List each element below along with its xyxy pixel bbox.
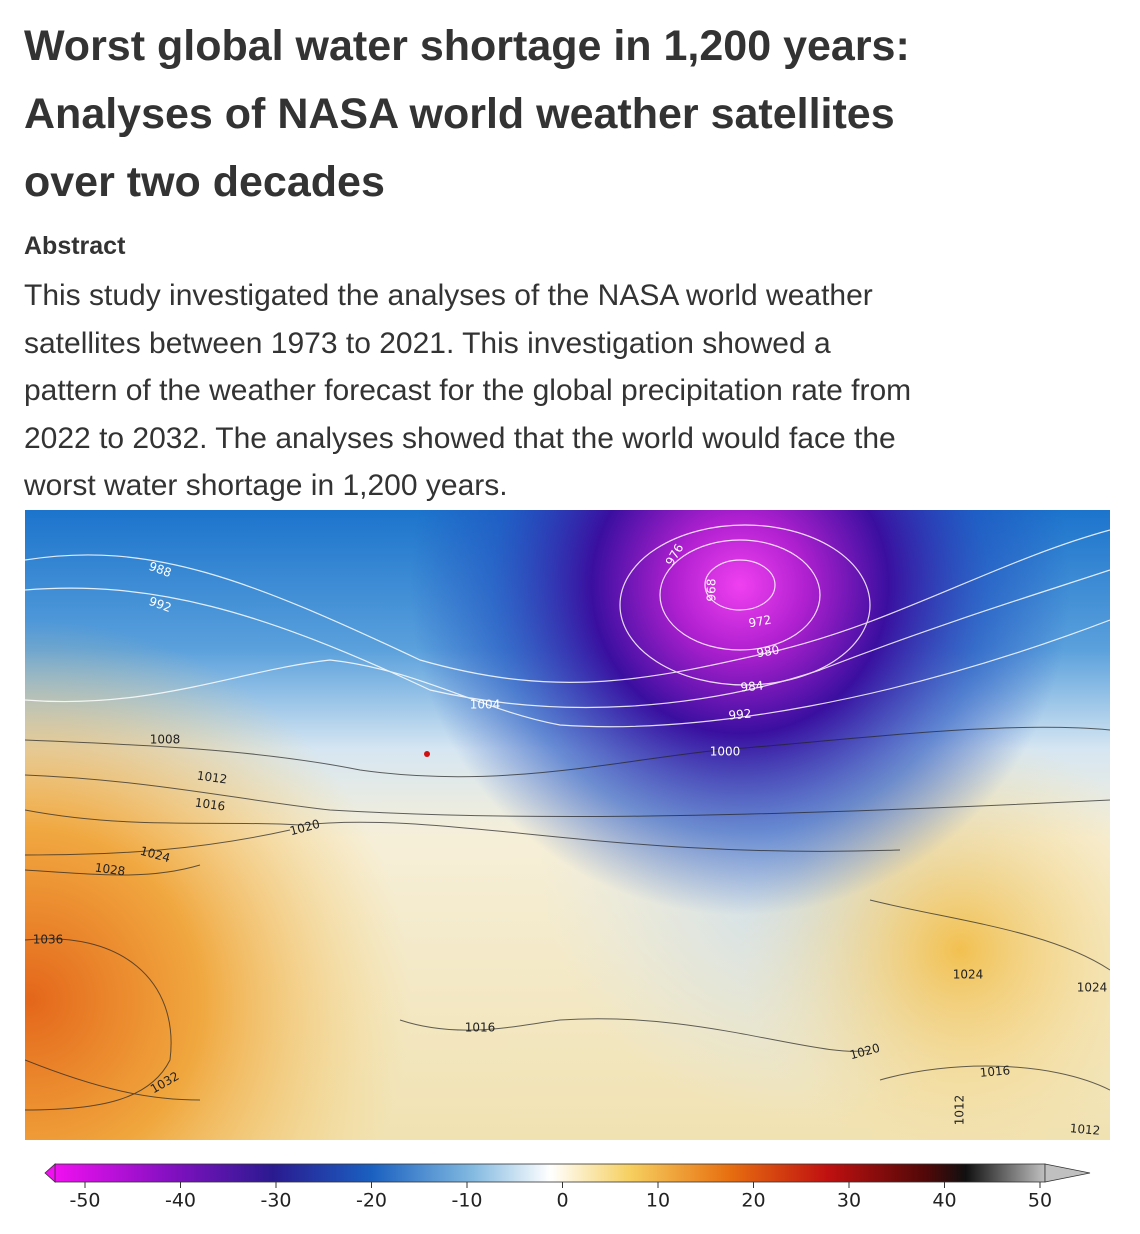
colorbar-min-arrow: [44, 1163, 56, 1183]
colorbar-ticks: -50 -40 -30 -20 -10 0 10 20 30 40 50: [69, 1182, 1052, 1212]
colorbar-tick-label: 20: [741, 1190, 765, 1212]
colorbar-max-arrow: [1044, 1163, 1091, 1183]
colorbar: [54, 1163, 1046, 1183]
colorbar-tick-label: -30: [260, 1190, 291, 1212]
title-line: over two decades: [24, 158, 385, 206]
abstract-line: satellites between 1973 to 2021. This in…: [24, 326, 831, 360]
isobar-label: 1024: [953, 968, 984, 982]
map-figure: 9889921008101210161020102410281036103210…: [25, 510, 1110, 1212]
colorbar-tick-label: -50: [69, 1190, 100, 1212]
isobar-label: 1004: [470, 698, 501, 712]
map-field: [25, 510, 1110, 1140]
isobar-label: 972: [747, 613, 772, 631]
colorbar-tick-label: 30: [837, 1190, 861, 1212]
isobar-label: 968: [705, 579, 719, 602]
abstract-line: pattern of the weather forecast for the …: [24, 374, 912, 407]
isobar-label: 1016: [979, 1063, 1011, 1080]
colorbar-tick-label: 10: [646, 1190, 670, 1212]
colorbar-tick-label: 40: [932, 1190, 956, 1212]
abstract-body: This study investigated the analyses of …: [24, 272, 911, 510]
title-line: Worst global water shortage in 1,200 yea…: [24, 22, 910, 70]
colorbar-tick-label: -40: [165, 1190, 196, 1212]
isobar-label: 1008: [150, 733, 181, 747]
isobar-label: 1016: [465, 1021, 496, 1035]
isobar-label: 1036: [33, 933, 64, 947]
isobar-label: 984: [740, 679, 764, 695]
isobar-label: 1028: [94, 860, 126, 878]
abstract-line: This study investigated the analyses of …: [24, 279, 873, 312]
isobar-label: 1012: [196, 768, 228, 786]
isobar-label: 980: [755, 643, 780, 661]
abstract-line: 2022 to 2032. The analyses showed that t…: [24, 421, 896, 455]
title: Worst global water shortage in 1,200 yea…: [24, 12, 1124, 216]
title-line: Analyses of NASA world weather satellite…: [24, 90, 895, 138]
colorbar-tick-label: 50: [1028, 1190, 1052, 1212]
isobar-label: 1024: [1077, 981, 1108, 995]
isobar-label: 992: [728, 707, 752, 723]
isobar-label: 1000: [710, 745, 741, 759]
isobar-label: 1012: [1069, 1121, 1101, 1138]
colorbar-tick-label: 0: [556, 1190, 568, 1212]
abstract-line: worst water shortage in 1,200 years.: [24, 469, 508, 502]
colorbar-tick-label: -10: [451, 1190, 482, 1212]
colorbar-tick-label: -20: [356, 1190, 387, 1212]
isobar-label: 1016: [194, 795, 226, 813]
isobar-label: 1012: [953, 1095, 967, 1126]
abstract-heading: Abstract: [24, 232, 126, 260]
